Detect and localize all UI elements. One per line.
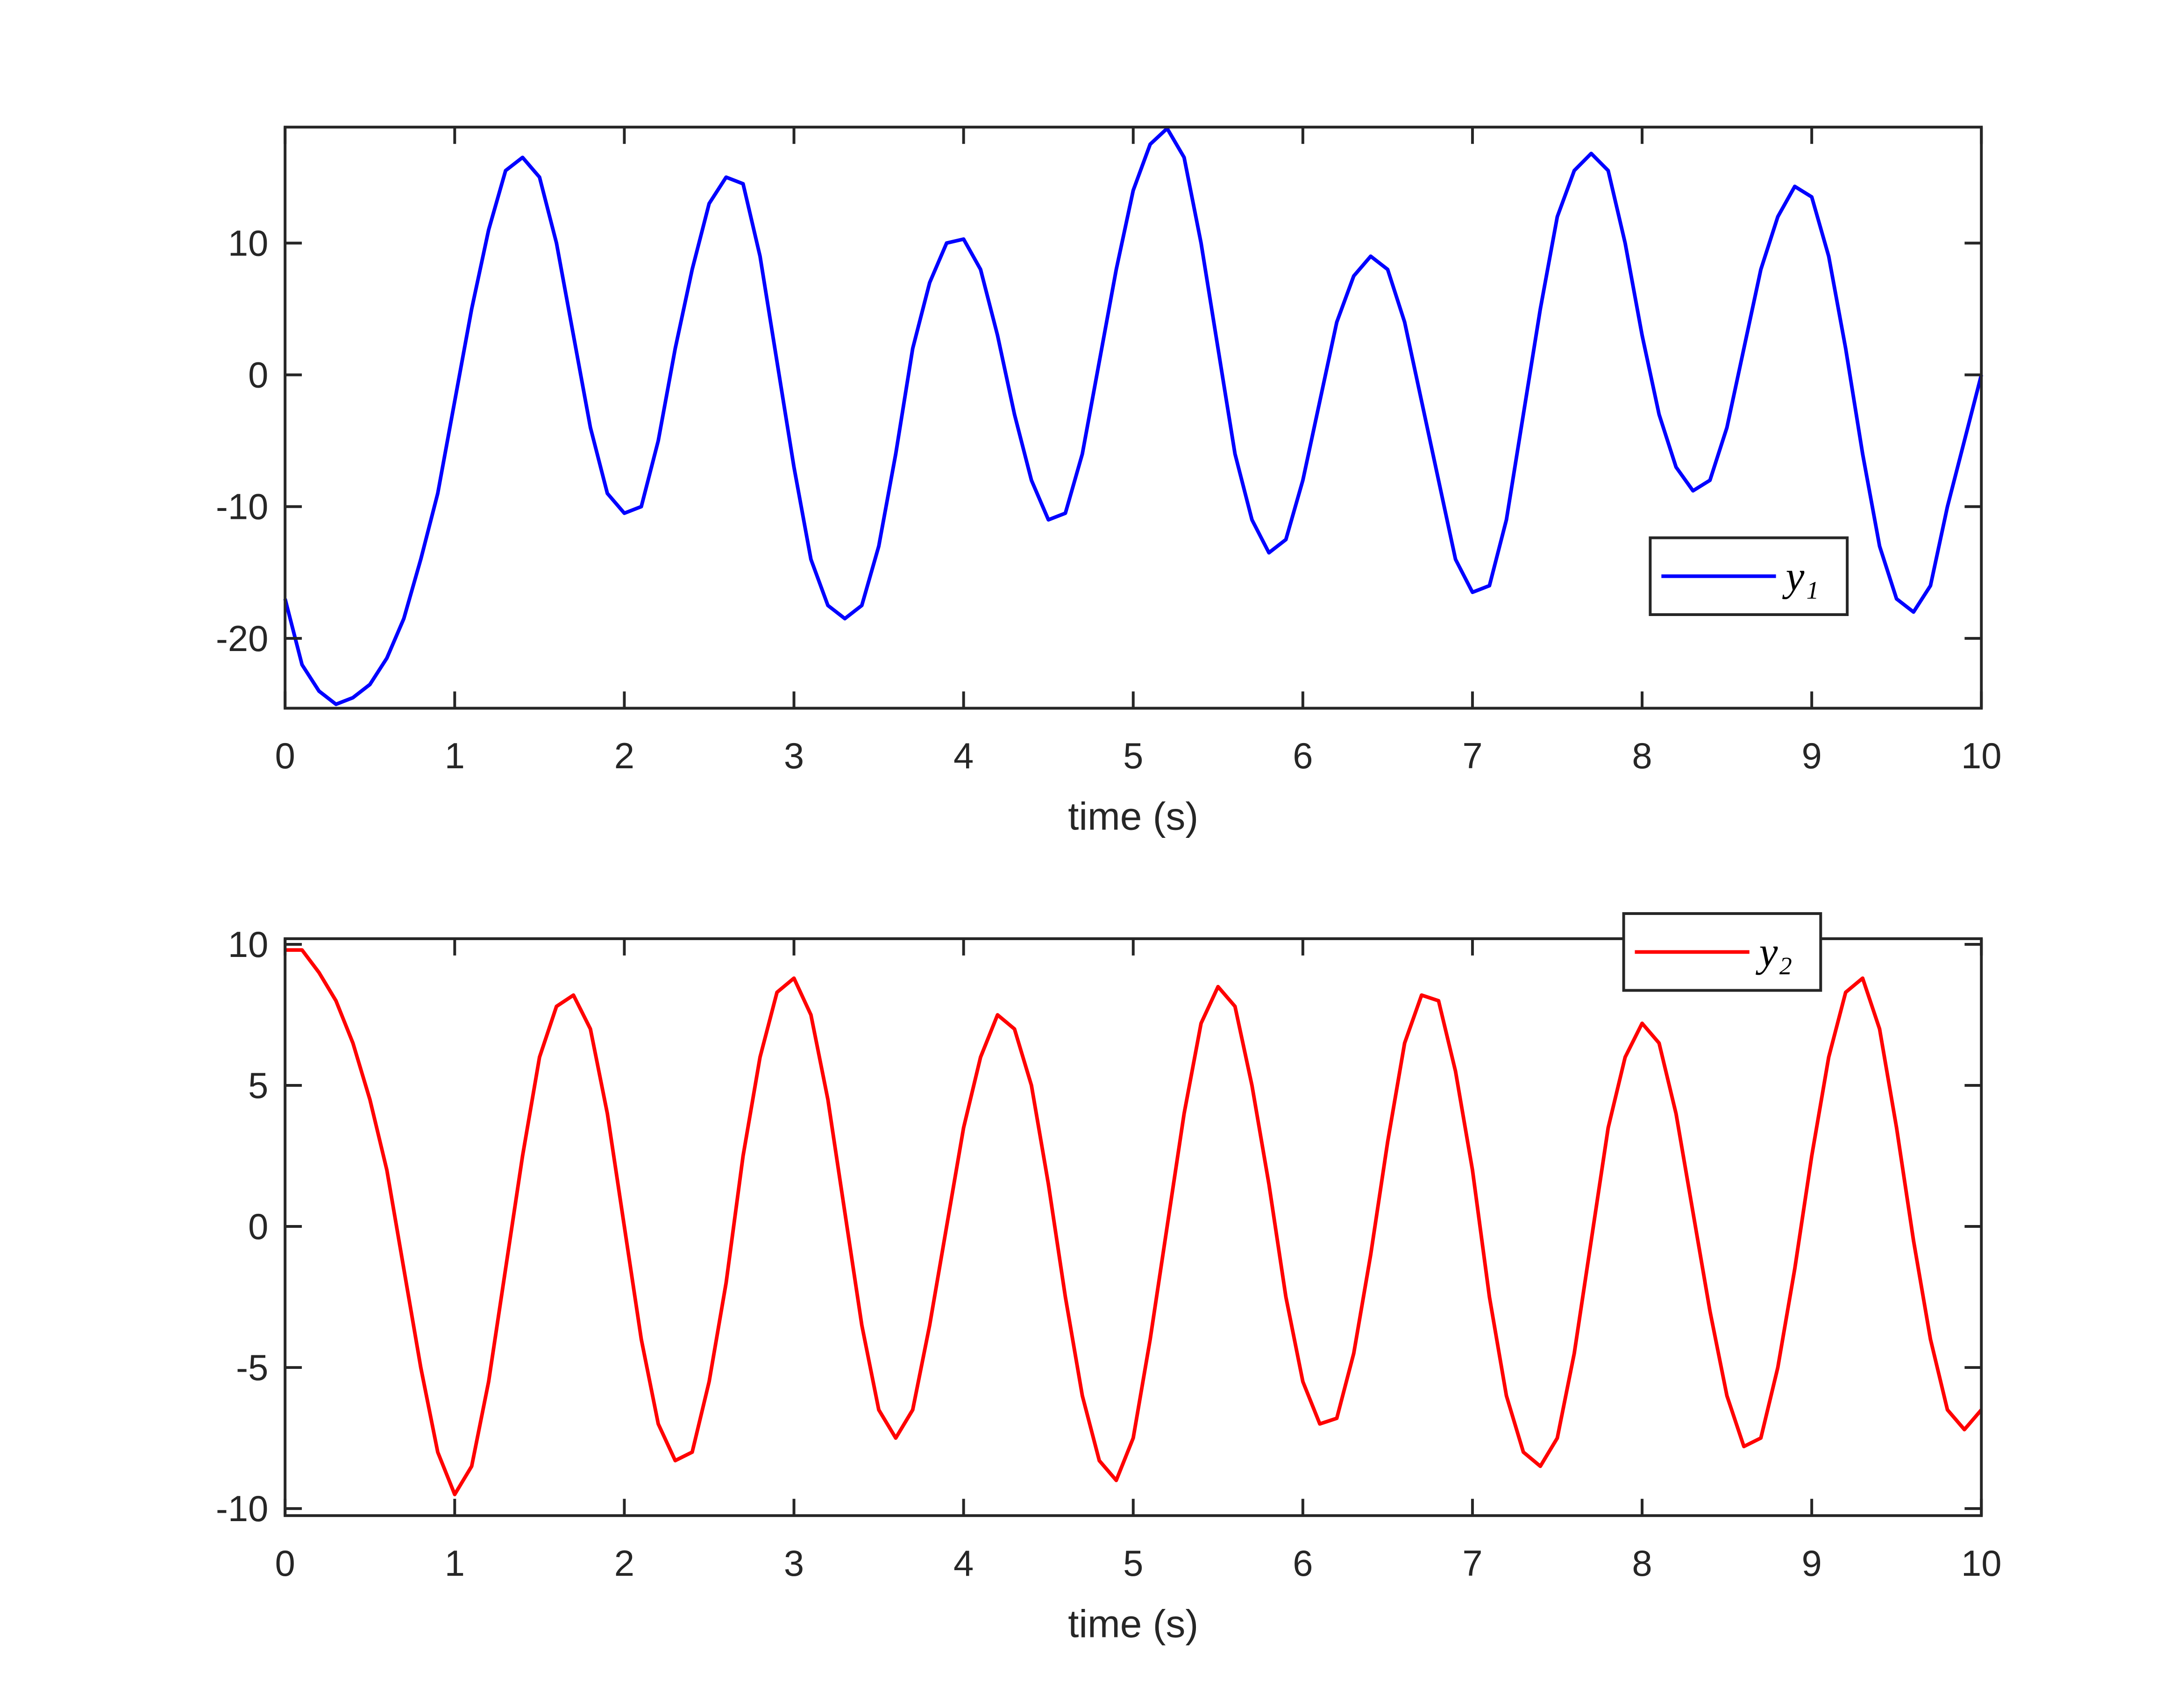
y-tick-label: -20 [216,619,268,659]
data-line [283,127,1984,706]
x-tick-label: 9 [1802,736,1822,776]
legend-label: y₂ [1756,929,1793,975]
x-tick-label: 7 [1462,1544,1482,1584]
x-tick-label: 0 [275,736,295,776]
x-tick-label: 3 [784,736,804,776]
x-tick-label: 6 [1293,736,1313,776]
legend: y₁ [1649,536,1849,616]
y-tick-label: 10 [228,223,268,263]
legend: y₂ [1622,912,1822,992]
x-tick-label: 8 [1632,1544,1652,1584]
x-tick-label: 7 [1462,736,1482,776]
x-axis-label: time (s) [1068,794,1198,838]
x-tick-label: 10 [1961,736,2001,776]
plot-area [285,938,1982,1516]
x-tick-label: 10 [1961,1544,2001,1584]
x-tick-label: 2 [614,1544,634,1584]
data-line [285,948,1983,1496]
x-tick-label: 1 [445,736,465,776]
x-tick-label: 5 [1123,1544,1143,1584]
x-tick-label: 6 [1293,1544,1313,1584]
x-tick-label: 8 [1632,736,1652,776]
y-tick-label: 10 [228,925,268,965]
x-tick-label: 2 [614,736,634,776]
y-tick-label: 5 [248,1066,268,1106]
x-tick-label: 0 [275,1544,295,1584]
x-tick-label: 4 [953,736,974,776]
x-axis-label: time (s) [1068,1601,1198,1645]
x-tick-label: 9 [1802,1544,1822,1584]
y-tick-label: -10 [216,487,268,527]
x-tick-label: 5 [1123,736,1143,776]
y-tick-label: -10 [216,1489,268,1529]
x-tick-label: 3 [784,1544,804,1584]
y-tick-label: 0 [248,355,268,396]
x-tick-label: 4 [953,1544,974,1584]
plot-area [285,127,1982,708]
x-tick-label: 1 [445,1544,465,1584]
y-tick-label: -5 [236,1348,268,1388]
legend-label: y₁ [1782,553,1819,600]
y-tick-label: 0 [248,1207,268,1247]
